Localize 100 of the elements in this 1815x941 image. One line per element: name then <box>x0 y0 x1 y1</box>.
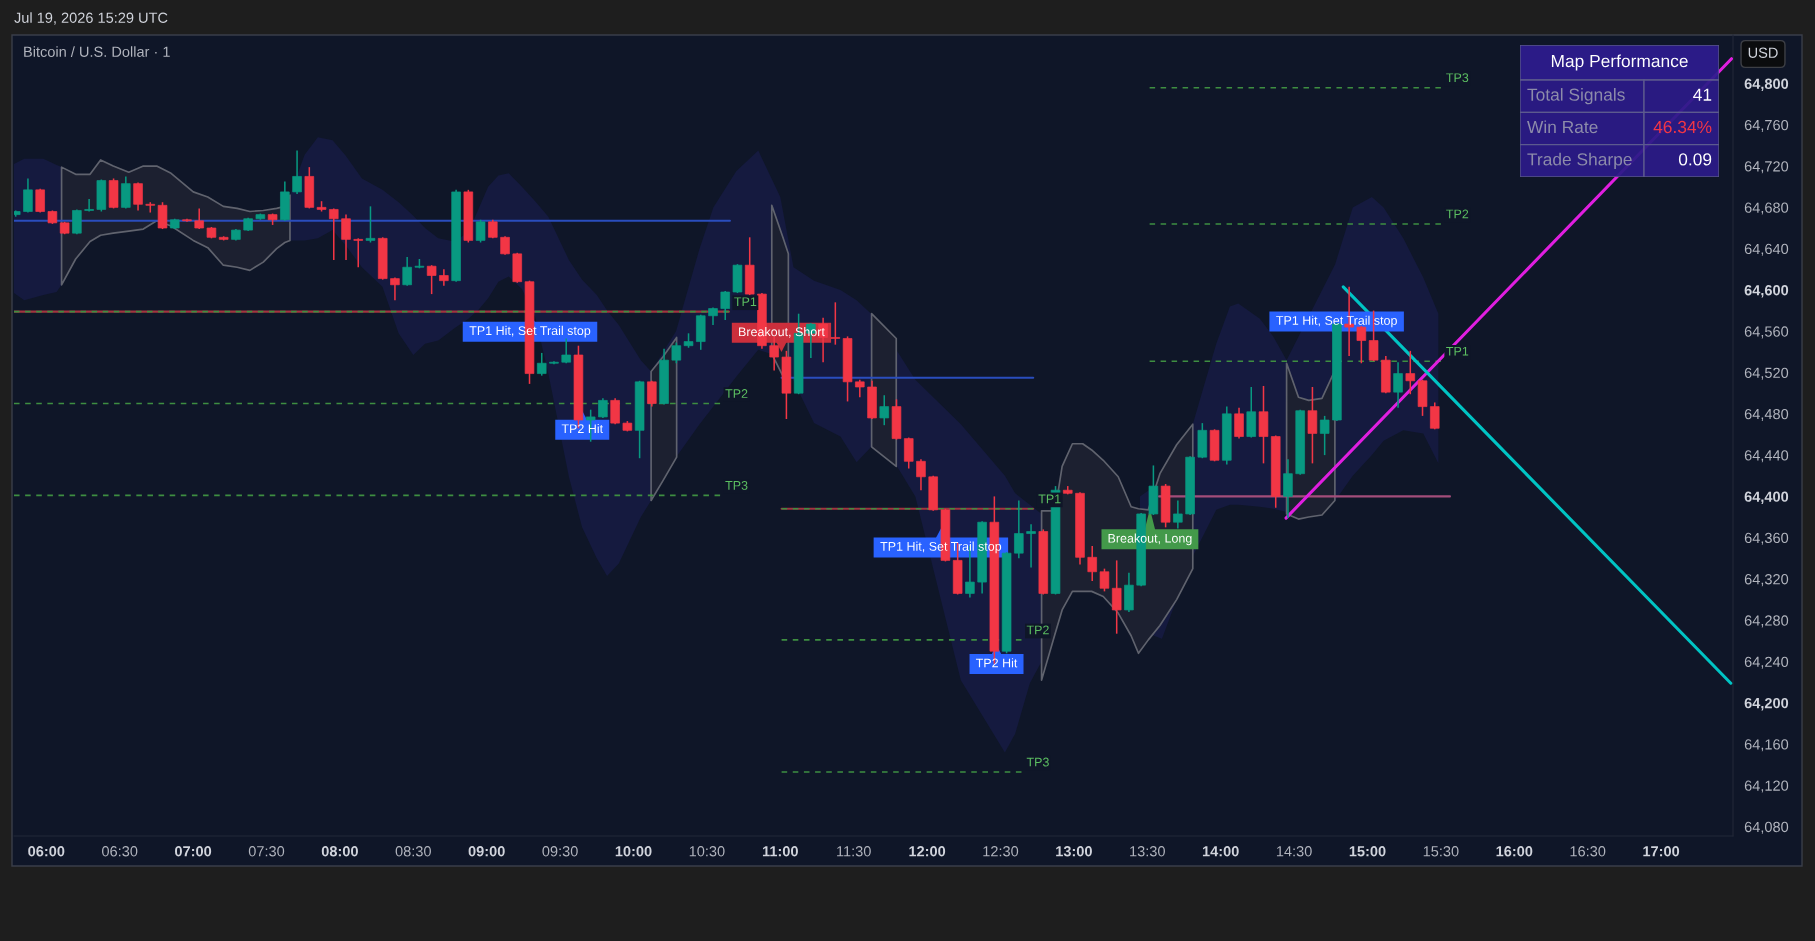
x-tick-label: 11:00 <box>762 846 798 857</box>
x-tick-label: 09:30 <box>542 846 578 857</box>
annotation: TP2 <box>1026 625 1049 635</box>
candlestick <box>133 181 143 212</box>
y-tick-label: 64,080 <box>1744 821 1789 834</box>
candlestick <box>1430 401 1440 431</box>
candlestick <box>1087 545 1097 582</box>
x-tick-label: 08:30 <box>395 846 431 857</box>
annotation: TP2 <box>725 389 748 398</box>
candlestick <box>1307 386 1318 465</box>
annotation: 0.09 <box>1678 153 1712 166</box>
y-tick-label: 64,520 <box>1744 367 1789 380</box>
text: Bitcoin / U.S. Dollar · 1 <box>24 46 170 57</box>
y-tick-label: 64,720 <box>1744 161 1789 174</box>
candlestick <box>1173 499 1183 530</box>
candlestick <box>1393 361 1403 409</box>
annotation: TP3 <box>1026 757 1049 767</box>
text: USD <box>1748 47 1778 58</box>
y-tick-label: 64,640 <box>1744 243 1789 256</box>
text: Map Performance <box>1551 54 1688 71</box>
x-tick-label: 10:30 <box>689 846 725 857</box>
candlestick <box>157 201 168 230</box>
x-tick-label: 14:00 <box>1202 846 1239 857</box>
x-tick-label: 08:00 <box>321 846 358 857</box>
candlestick <box>353 237 363 269</box>
candlestick <box>426 264 437 295</box>
y-tick-label: 64,800 <box>1744 78 1789 92</box>
candlestick <box>1234 406 1244 440</box>
candlestick <box>671 341 682 365</box>
annotation: Breakout, Long <box>1108 533 1192 546</box>
x-tick-label: 17:00 <box>1643 846 1680 857</box>
y-tick-label: 64,280 <box>1744 615 1789 628</box>
candlestick <box>1099 567 1110 593</box>
candlestick <box>72 208 82 235</box>
candlestick <box>121 175 131 210</box>
x-tick-label: 14:30 <box>1276 846 1312 857</box>
annotation: TP2 Hit <box>975 658 1018 668</box>
annotation: Win Rate <box>1527 120 1598 134</box>
x-tick-label: 06:00 <box>28 846 65 857</box>
candlestick <box>500 235 510 256</box>
candlestick <box>1283 458 1293 519</box>
candlestick <box>1026 523 1036 569</box>
x-tick-label: 15:00 <box>1349 846 1386 857</box>
x-tick-label: 12:00 <box>909 846 946 857</box>
annotation: Total Signals <box>1527 88 1625 105</box>
y-tick-label: 64,320 <box>1744 574 1789 587</box>
annotation: Trade Sharpe <box>1527 152 1632 169</box>
candlestick <box>475 219 486 244</box>
x-tick-label: 13:00 <box>1056 846 1092 857</box>
y-tick-label: 64,240 <box>1744 656 1789 669</box>
x-tick-label: 09:00 <box>468 846 505 857</box>
candlestick <box>720 290 730 321</box>
candlestick <box>1356 325 1367 365</box>
annotation: TP1 <box>1446 346 1469 356</box>
candlestick <box>610 397 620 425</box>
x-tick-label: 07:00 <box>175 846 212 857</box>
candlestick <box>1405 350 1416 395</box>
y-tick-label: 64,200 <box>1744 697 1789 711</box>
x-tick-label: 11:30 <box>837 846 871 857</box>
candlestick <box>598 397 608 419</box>
text: Jul 19, 2026 15:29 UTC <box>14 12 168 25</box>
candlestick <box>903 436 914 470</box>
x-tick-label: 13:30 <box>1130 846 1165 857</box>
candlestick <box>536 352 547 377</box>
annotation: 41 <box>1693 88 1712 101</box>
candlestick <box>292 149 302 195</box>
candlestick <box>1014 499 1024 560</box>
y-tick-label: 64,680 <box>1744 202 1789 215</box>
candlestick <box>1111 559 1122 635</box>
candlestick <box>561 337 571 365</box>
candlestick <box>23 177 33 214</box>
annotation: TP1 <box>734 297 757 306</box>
y-tick-label: 64,120 <box>1744 780 1789 793</box>
y-tick-label: 64,480 <box>1744 408 1789 421</box>
candlestick <box>647 380 657 408</box>
candlestick <box>402 256 412 287</box>
candlestick <box>341 213 351 261</box>
candlestick <box>329 207 339 261</box>
y-tick-label: 64,360 <box>1744 532 1789 545</box>
annotation: TP1 <box>1038 494 1061 504</box>
x-tick-label: 12:30 <box>983 846 1019 857</box>
x-tick-label: 15:30 <box>1423 846 1459 857</box>
candlestick <box>916 458 926 491</box>
candlestick <box>84 198 94 213</box>
candlestick <box>365 205 376 244</box>
candlestick <box>830 301 841 346</box>
y-tick-label: 64,440 <box>1744 450 1789 463</box>
y-tick-label: 64,160 <box>1744 739 1789 752</box>
annotation: TP3 <box>1446 73 1469 83</box>
x-tick-label: 06:30 <box>102 846 138 857</box>
y-tick-label: 64,400 <box>1744 491 1789 504</box>
candlestick <box>1319 415 1330 456</box>
x-tick-label: 07:30 <box>248 846 285 857</box>
y-tick-label: 64,760 <box>1744 119 1789 132</box>
annotation: TP2 <box>1446 209 1469 219</box>
annotation: 46.34% <box>1653 120 1712 134</box>
x-tick-label: 16:00 <box>1496 846 1533 857</box>
y-tick-label: 64,560 <box>1744 326 1789 339</box>
x-tick-label: 10:00 <box>615 846 652 857</box>
annotation: TP3 <box>725 480 748 490</box>
